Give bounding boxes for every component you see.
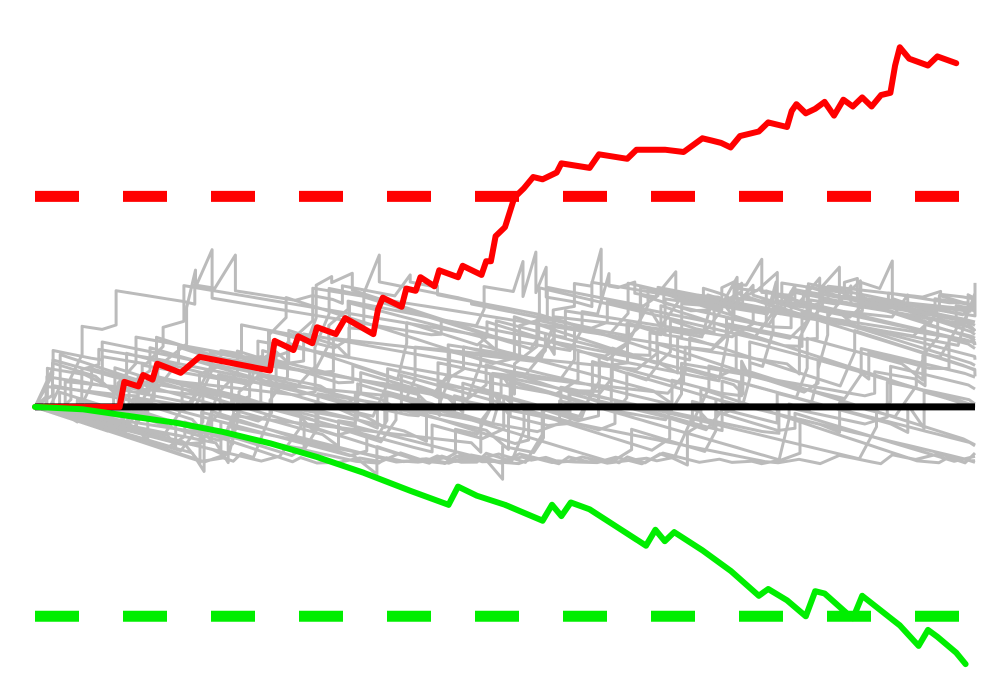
- background-series-line: [34, 304, 976, 464]
- background-series-line: [34, 271, 976, 413]
- upper-series-line: [32, 44, 960, 410]
- highlight-series-group: [32, 44, 969, 668]
- background-series-group: [33, 247, 977, 481]
- threshold-lines-group: [35, 190, 975, 622]
- lower-series-line: [32, 403, 969, 668]
- background-series-line: [34, 305, 976, 451]
- background-series-line: [34, 337, 976, 458]
- background-series-line: [34, 271, 977, 409]
- background-series-line: [34, 253, 977, 443]
- background-series-line: [34, 392, 976, 464]
